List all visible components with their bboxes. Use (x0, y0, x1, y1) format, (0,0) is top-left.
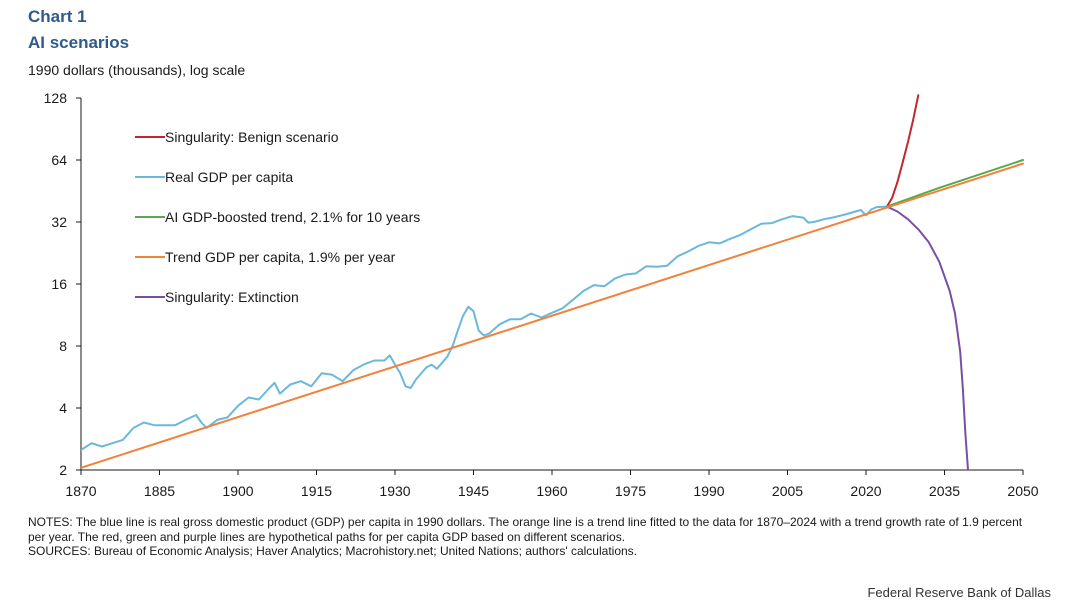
x-tick-label: 1915 (301, 483, 332, 499)
series-layer (81, 94, 1024, 470)
y-tick-label: 4 (59, 400, 67, 416)
y-tick-label: 16 (51, 276, 67, 292)
legend-label: Real GDP per capita (165, 169, 293, 185)
x-tick-label: 1975 (615, 483, 646, 499)
legend-label: Singularity: Benign scenario (165, 129, 339, 145)
chart-number: Chart 1 (28, 7, 87, 26)
x-tick-label: 1990 (693, 483, 724, 499)
series-line-singularity-benign-scenario (885, 94, 920, 208)
notes-block: NOTES: The blue line is real gross domes… (28, 515, 1038, 559)
y-tick-label: 8 (59, 338, 67, 354)
x-tick-label: 1870 (65, 483, 96, 499)
x-tick-label: 1960 (536, 483, 567, 499)
series-line-real-gdp-per-capita (81, 205, 888, 451)
y-tick-label: 2 (59, 462, 67, 478)
x-tick-label: 1900 (222, 483, 253, 499)
chart-title: AI scenarios (28, 33, 130, 52)
y-tick-label: 64 (51, 152, 67, 168)
line-chart: 2 4 8 16 32 64 128 1870 1885 1900 1915 1930 1945 1960… (44, 90, 1039, 499)
x-tick-label: 1930 (379, 483, 410, 499)
legend: Singularity: Benign scenario Real GDP per… (135, 129, 420, 305)
series-line-ai-gdp-boosted-trend-2-1-for-10-years (885, 159, 1024, 208)
series-line-singularity-extinction (885, 205, 970, 470)
axes: 2 4 8 16 32 64 128 1870 1885 1900 1915 1930 1945 1960… (44, 90, 1039, 499)
notes-text: NOTES: The blue line is real gross domes… (28, 515, 1023, 544)
x-tick-label: 2035 (929, 483, 960, 499)
legend-label: AI GDP-boosted trend, 2.1% for 10 years (165, 209, 420, 225)
source-credit: Federal Reserve Bank of Dallas (867, 585, 1051, 600)
series-line-trend-gdp-per-capita-1-9-per-year (81, 162, 1024, 469)
y-tick-label: 32 (51, 214, 67, 230)
x-tick-label: 1945 (458, 483, 489, 499)
x-tick-label: 2050 (1007, 483, 1038, 499)
y-axis-units: 1990 dollars (thousands), log scale (28, 62, 246, 78)
x-tick-label: 2005 (772, 483, 803, 499)
sources-text: SOURCES: Bureau of Economic Analysis; Ha… (28, 544, 637, 558)
x-tick-label: 1885 (144, 483, 175, 499)
legend-label: Trend GDP per capita, 1.9% per year (165, 249, 396, 265)
legend-label: Singularity: Extinction (165, 289, 299, 305)
x-tick-label: 2020 (850, 483, 881, 499)
y-tick-label: 128 (44, 90, 68, 106)
